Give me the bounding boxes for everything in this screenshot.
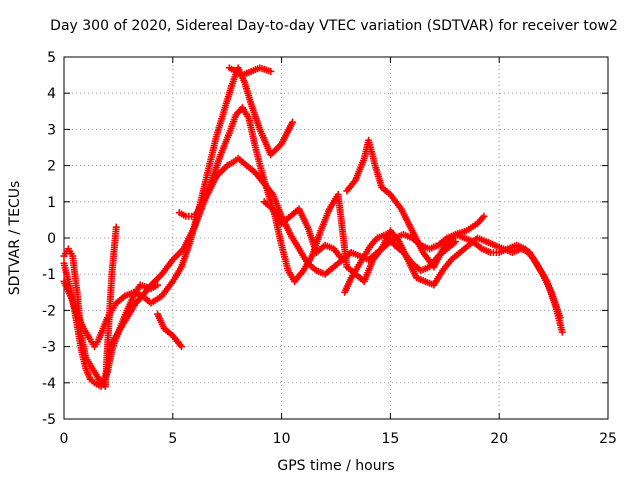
y-tick-label: -4 <box>42 376 56 392</box>
series-arc-e <box>154 310 186 351</box>
data-point <box>452 238 460 246</box>
x-tick-label: 5 <box>168 431 177 447</box>
series-arc-c <box>60 64 296 351</box>
x-tick-label: 0 <box>60 431 69 447</box>
data-point <box>558 328 566 336</box>
chart-title: Day 300 of 2020, Sidereal Day-to-day VTE… <box>50 18 618 34</box>
axis-ticks <box>63 56 609 420</box>
data-point <box>267 67 275 75</box>
series-arc-h <box>260 198 355 264</box>
y-axis-label: SDTVAR / TECUs <box>7 181 23 296</box>
x-tick-label: 15 <box>381 431 399 447</box>
x-axis-label: GPS time / hours <box>277 458 394 474</box>
y-tick-label: -2 <box>42 303 56 319</box>
series-arc-g <box>225 64 275 79</box>
y-tick-label: 0 <box>47 231 56 247</box>
x-tick-label: 20 <box>490 431 508 447</box>
y-tick-label: -5 <box>42 412 56 428</box>
y-tick-label: 1 <box>47 195 56 211</box>
y-tick-label: 3 <box>47 122 56 138</box>
data-point <box>154 281 162 289</box>
series-arc-j <box>341 230 460 296</box>
data-point <box>178 343 186 351</box>
data-point <box>480 212 488 220</box>
series-arc-f <box>175 104 566 336</box>
data-markers <box>60 64 566 390</box>
grid <box>64 57 608 419</box>
data-point <box>347 248 355 256</box>
y-tick-label: -3 <box>42 340 56 356</box>
y-tick-labels: -5 -4 -3 -2 -1 0 1 2 3 4 5 <box>42 50 56 428</box>
data-point <box>112 223 120 231</box>
x-tick-label: 10 <box>273 431 291 447</box>
x-tick-label: 25 <box>599 431 617 447</box>
y-tick-label: -1 <box>42 267 56 283</box>
y-tick-label: 4 <box>47 86 56 102</box>
y-tick-label: 2 <box>47 159 56 175</box>
x-tick-labels: 0 5 10 15 20 25 <box>60 431 617 447</box>
data-point <box>288 118 296 126</box>
y-tick-label: 5 <box>47 50 56 66</box>
